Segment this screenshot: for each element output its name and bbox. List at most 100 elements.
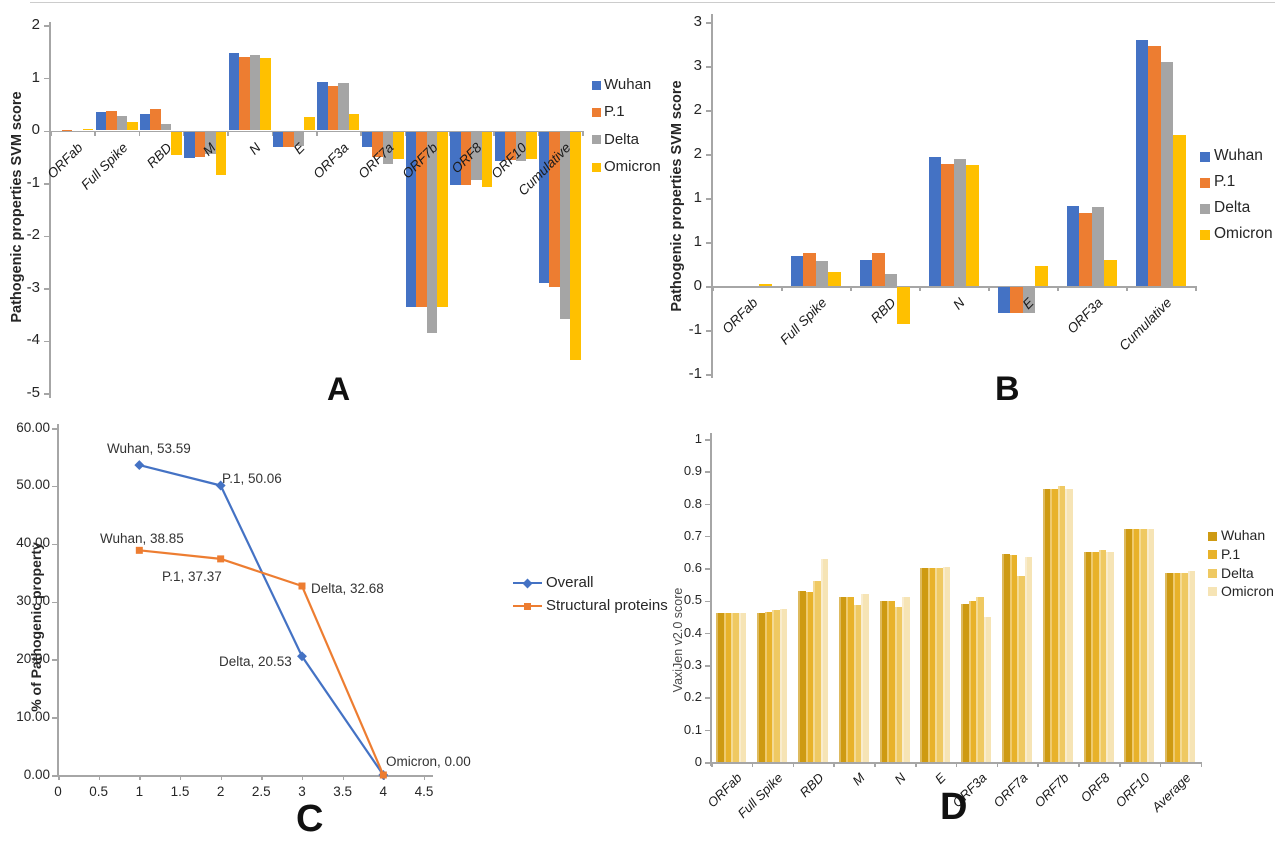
bar-wuhan-rbd [798, 590, 806, 762]
data-point-marker-square [379, 771, 387, 779]
y-tick [44, 393, 50, 395]
legend-swatch-p1 [1200, 178, 1210, 188]
y-tick [44, 235, 50, 238]
bar-wuhan-orf10 [1124, 529, 1132, 762]
bar-p1-orf8 [460, 131, 472, 186]
bar-delta-orf3a [976, 597, 984, 762]
y-tick [705, 568, 711, 570]
legend-label-p1: P.1 [604, 103, 625, 121]
y-tick-label: -4 [26, 331, 40, 349]
bar-wuhan-orf8 [450, 131, 461, 186]
legend-swatch-wuhan [1200, 152, 1210, 162]
bar-omicron-m [861, 594, 869, 762]
bar-delta-cumulative [559, 131, 571, 319]
category-label: ORF3a [310, 139, 352, 181]
category-label: ORFab [718, 295, 761, 337]
category-tick [449, 130, 451, 136]
x-tick [220, 775, 223, 780]
y-tick [705, 471, 711, 473]
bar-wuhan-rbd [139, 114, 151, 131]
y-axis-line [711, 14, 713, 378]
y-tick-label: -3 [26, 278, 40, 296]
x-tick-label: 4.5 [414, 784, 434, 799]
y-tick [44, 25, 50, 27]
y-tick [52, 428, 58, 430]
legend-line-overall [513, 582, 542, 584]
bar-omicron-average [1187, 571, 1196, 762]
category-label: RBD [796, 770, 827, 801]
legend-label-delta: Delta [604, 130, 640, 148]
bar-p1-rbd [150, 109, 161, 131]
bar-delta-rbd [884, 273, 897, 286]
category-tick [1078, 762, 1080, 767]
panel-letter-b: B [995, 370, 1020, 408]
category-tick [1126, 286, 1128, 291]
y-tick [52, 775, 58, 777]
data-point-marker-square [298, 582, 306, 590]
bar-delta-full-spike [815, 261, 828, 286]
legend-label-overall: Overall [546, 573, 594, 591]
category-label: Average [1149, 770, 1194, 815]
category-tick [1119, 762, 1121, 767]
y-tick [706, 286, 712, 288]
bar-omicron-orf8 [1106, 552, 1114, 762]
category-label: RBD [867, 295, 899, 326]
y-tick [706, 154, 712, 156]
bar-wuhan-full-spike [95, 112, 106, 131]
category-tick [874, 762, 876, 767]
bar-p1-orf3a [968, 600, 977, 762]
y-tick [44, 288, 50, 290]
x-axis-line [49, 130, 582, 132]
bar-delta-rbd [813, 581, 821, 762]
x-tick-label: 2.5 [251, 784, 271, 799]
bar-delta-n [249, 54, 260, 131]
category-label: ORF7a [354, 139, 397, 181]
x-tick-label: 3.5 [333, 784, 353, 799]
bar-p1-n [239, 56, 250, 131]
bar-omicron-e [1035, 265, 1048, 286]
category-label: Cumulative [1115, 295, 1175, 354]
legend-line-structural-proteins [513, 605, 542, 607]
point-label-struct-wuhan: Wuhan, 38.85 [100, 531, 184, 546]
bar-p1-orf7b [416, 131, 427, 307]
bar-p1-e [927, 568, 936, 762]
y-tick [705, 697, 711, 699]
bar-p1-n [941, 163, 954, 286]
y-tick-label: 1 [693, 188, 702, 206]
category-label: N [245, 139, 264, 158]
y-tick [705, 535, 711, 538]
x-tick-label: 0.5 [89, 784, 109, 799]
y-tick-label: 0.00 [23, 766, 50, 782]
category-label: ORF3a [1063, 295, 1106, 337]
bar-omicron-orf3a [1104, 259, 1117, 286]
panel-letter-a: A [327, 371, 351, 407]
bar-wuhan-orf3a [961, 603, 969, 762]
y-tick-label: -2 [26, 226, 40, 244]
bar-wuhan-n [879, 600, 888, 762]
bar-p1-orf7b [1050, 489, 1058, 762]
bar-omicron-orfab [738, 613, 747, 762]
bar-omicron-orf7b [1065, 489, 1073, 762]
legend-swatch-delta [592, 135, 601, 145]
y-tick-label: 0.8 [683, 495, 702, 511]
bar-wuhan-cumulative [538, 131, 550, 284]
point-label-overall-p1: P.1, 50.06 [222, 471, 282, 486]
bar-omicron-orfab [759, 284, 772, 286]
bar-omicron-e [304, 117, 315, 131]
category-tick [537, 130, 540, 136]
y-tick-label: -1 [688, 364, 702, 382]
bar-wuhan-n [928, 156, 941, 286]
bar-omicron-cumulative [1173, 134, 1186, 286]
bar-delta-m [205, 131, 216, 154]
bar-delta-orf3a [1091, 206, 1104, 286]
bar-delta-orf3a [338, 83, 349, 131]
y-tick [706, 198, 712, 200]
bar-delta-e [1022, 287, 1035, 314]
bar-wuhan-e [272, 131, 284, 148]
bar-p1-cumulative [1148, 45, 1161, 286]
category-label: Full Spike [776, 295, 830, 348]
category-tick [781, 286, 783, 291]
legend-marker-square [524, 602, 531, 610]
y-tick-label: 0.5 [683, 592, 702, 608]
point-label-overall-wuhan: Wuhan, 53.59 [107, 441, 191, 456]
